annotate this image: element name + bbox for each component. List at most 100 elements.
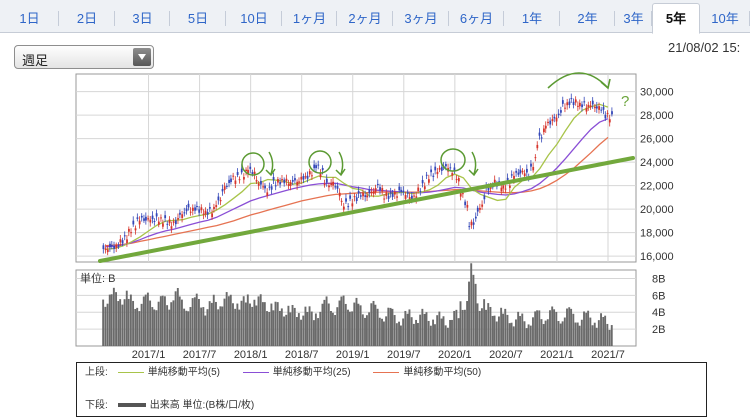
volume-bar [121, 304, 124, 346]
volume-bar [246, 294, 249, 346]
candle-body [281, 179, 283, 181]
circle-annotation [308, 150, 332, 174]
candle-body [387, 195, 390, 199]
tab-3ヶ月[interactable]: 3ヶ月 [393, 4, 449, 33]
tab-1年[interactable]: 1年 [504, 4, 560, 33]
volume-bar [170, 302, 173, 346]
volume-bar [510, 322, 513, 346]
volume-bar [232, 303, 234, 346]
candle-body [595, 106, 598, 109]
volume-bar [208, 301, 211, 346]
volume-bar [593, 322, 596, 346]
volume-bar [206, 309, 209, 346]
candle-body [311, 175, 313, 177]
candle-body [372, 191, 375, 194]
candle-body [547, 121, 549, 124]
tab-6ヶ月[interactable]: 6ヶ月 [449, 4, 504, 33]
candle-body [296, 181, 299, 186]
chevron-down-icon[interactable] [133, 48, 151, 66]
candle-body [611, 111, 613, 115]
volume-bar [153, 309, 156, 346]
volume-bar [591, 325, 594, 346]
volume-bar [474, 283, 477, 346]
volume-bar [549, 310, 551, 346]
candle-body [538, 132, 541, 136]
tab-3日[interactable]: 3日 [115, 4, 170, 33]
ma-line-2 [105, 118, 609, 248]
tab-3年[interactable]: 3年 [615, 4, 652, 33]
volume-bar [468, 281, 470, 346]
candle-body [245, 169, 248, 172]
volume-bar [381, 318, 383, 346]
candle-body [459, 193, 462, 197]
volume-bar [159, 296, 162, 346]
candle-body [183, 212, 186, 214]
period-select[interactable]: 週足 [14, 45, 154, 69]
candle-body [130, 232, 133, 234]
candle-body [128, 228, 130, 232]
volume-bar [572, 313, 575, 346]
candle-body [379, 187, 381, 191]
volume-bar [242, 296, 245, 346]
volume-bar [404, 310, 407, 346]
candle-body [598, 106, 600, 110]
candle-body [568, 101, 571, 105]
volume-bar [487, 303, 490, 346]
volume-bar [125, 290, 128, 346]
candle-body [479, 207, 481, 210]
candle-body [255, 179, 258, 182]
candle-body [138, 220, 141, 225]
candle-body [342, 206, 345, 210]
candle-body [370, 191, 373, 194]
tab-5年[interactable]: 5年 [652, 3, 700, 34]
candle-body [134, 228, 137, 231]
x-axis-tick-label: 2021/1 [540, 349, 574, 361]
candle-body [530, 163, 532, 167]
candle-body [487, 187, 490, 191]
volume-bar [476, 303, 479, 346]
candle-body [472, 222, 475, 225]
volume-bar [546, 319, 549, 346]
candle-body [430, 169, 433, 173]
candle-body [211, 213, 214, 218]
candle-body [340, 200, 343, 202]
volume-bar [300, 319, 302, 346]
candle-body [600, 109, 603, 111]
volume-bar [438, 311, 441, 346]
volume-bar [515, 319, 517, 346]
tab-2日[interactable]: 2日 [59, 4, 115, 33]
tab-1ヶ月[interactable]: 1ヶ月 [282, 4, 337, 33]
candle-body [238, 179, 241, 181]
candle-body [400, 189, 403, 193]
tab-10日[interactable]: 10日 [226, 4, 282, 33]
legend-row-upper: 上段: 単純移動平均(5) 単純移動平均(25) 単純移動平均(50) [85, 366, 501, 380]
candle-body [206, 212, 209, 215]
volume-bar [376, 308, 379, 346]
trend-line-annotation [98, 156, 635, 263]
candle-body [359, 195, 362, 197]
volume-bar [314, 313, 317, 346]
candle-body [355, 197, 358, 202]
tab-5日[interactable]: 5日 [170, 4, 226, 33]
candle-body [549, 120, 552, 125]
volume-bar [419, 314, 422, 346]
candle-body [143, 218, 145, 221]
volume-bar [463, 309, 466, 346]
volume-bar [606, 323, 609, 346]
candle-body [109, 243, 111, 248]
candle-body [145, 216, 147, 221]
candle-body [300, 176, 303, 180]
candle-body [353, 196, 356, 198]
tab-2年[interactable]: 2年 [560, 4, 615, 33]
candle-body [455, 179, 458, 181]
volume-bar [570, 308, 573, 346]
volume-bar [115, 292, 118, 346]
candle-body [428, 179, 430, 183]
tab-2ヶ月[interactable]: 2ヶ月 [337, 4, 393, 33]
volume-bar [417, 323, 419, 346]
volume-bar [176, 288, 179, 346]
volume-bar [217, 309, 220, 346]
volume-bar [523, 321, 526, 346]
volume-bar [359, 305, 362, 346]
tab-1日[interactable]: 1日 [0, 4, 59, 33]
